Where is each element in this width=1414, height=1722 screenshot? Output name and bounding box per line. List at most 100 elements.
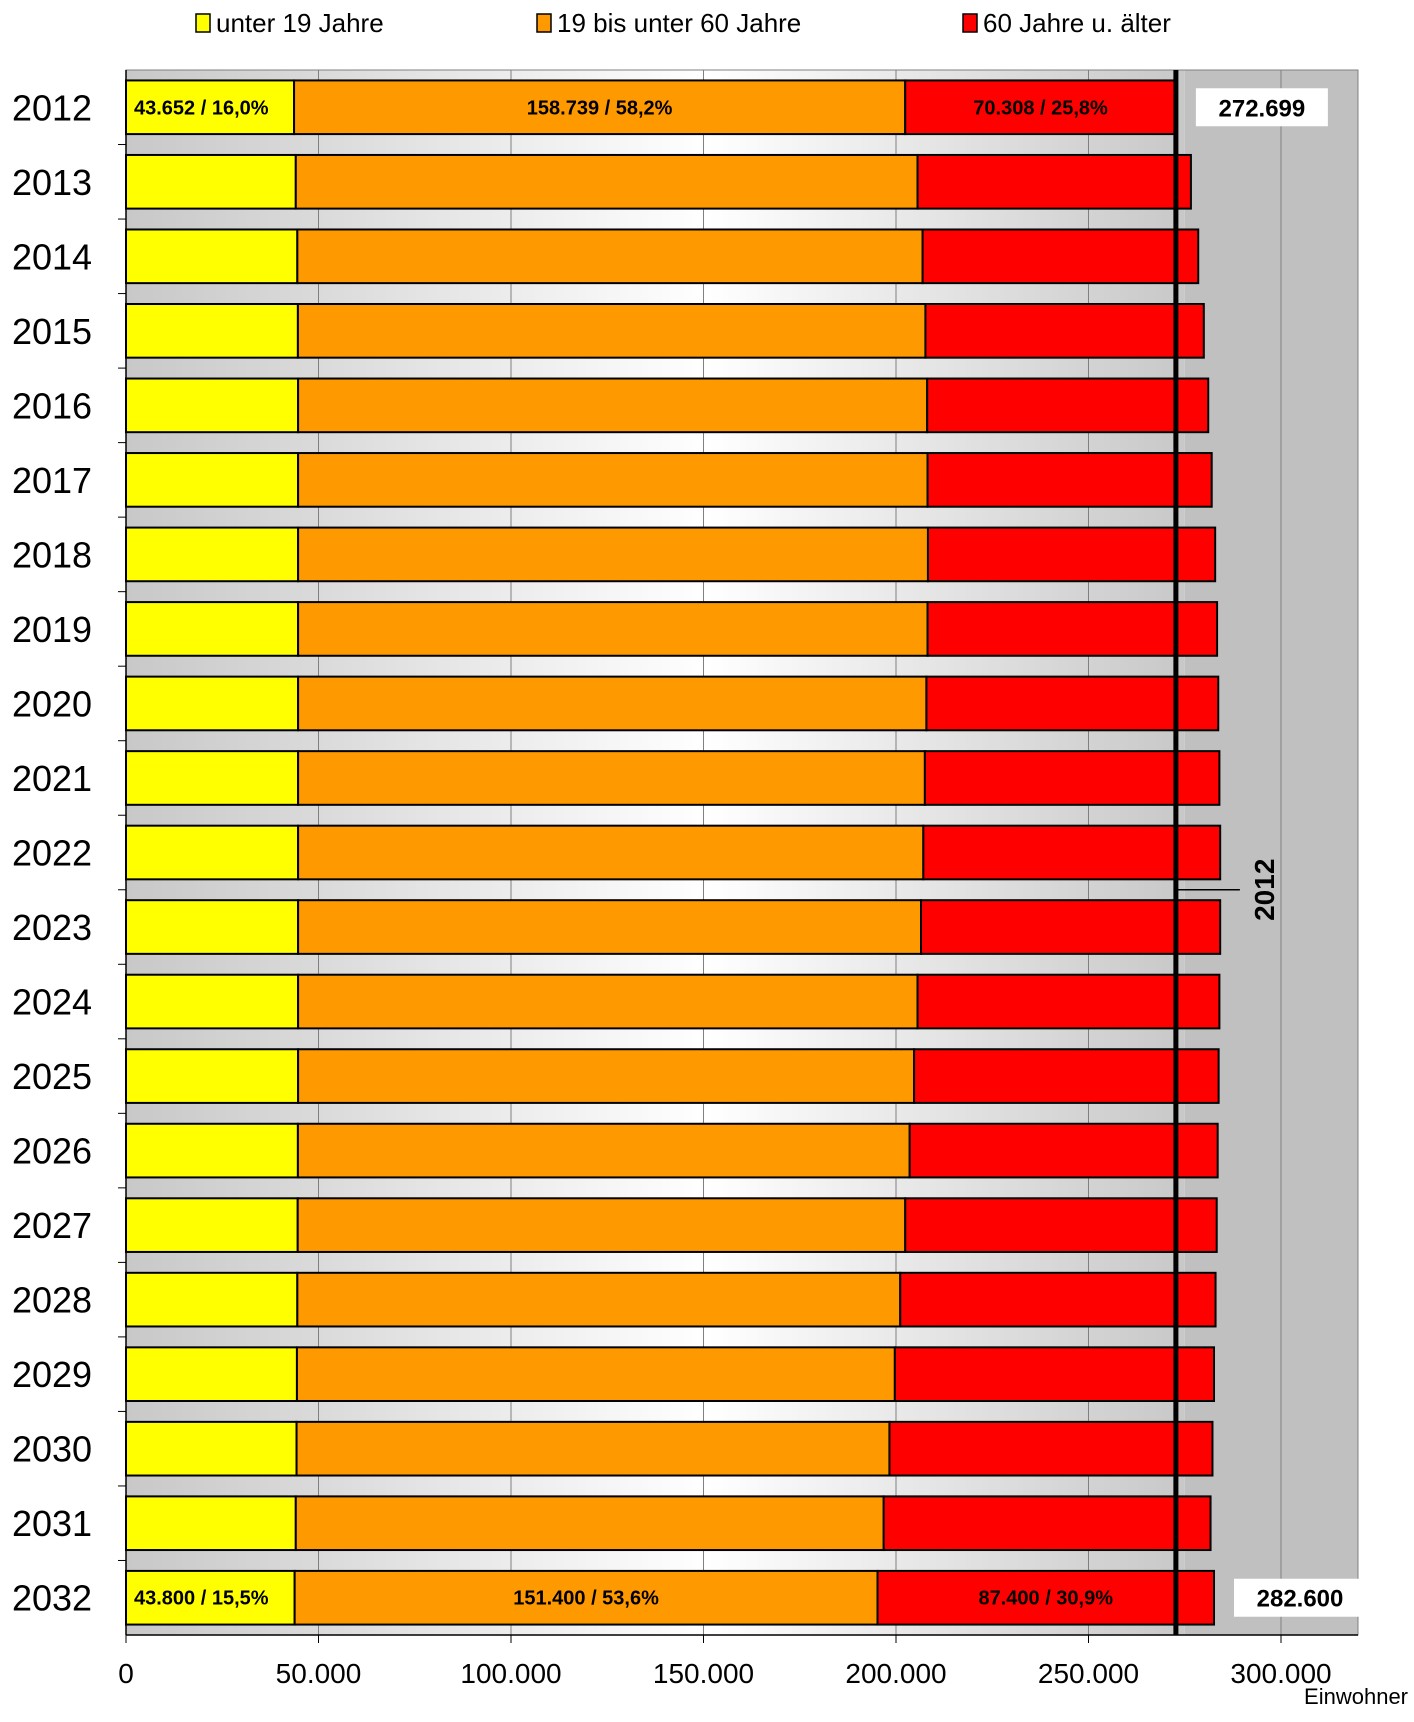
- total-label: 282.600: [1257, 1586, 1344, 1613]
- bar-segment: [297, 377, 929, 434]
- year-label: 2013: [12, 162, 92, 203]
- bar-segment: [876, 1569, 1216, 1626]
- bar-segment: [296, 1122, 911, 1179]
- segment-label: 43.800 / 15,5%: [134, 1588, 269, 1610]
- bar-segment: [125, 377, 300, 434]
- year-label: 2016: [12, 385, 92, 426]
- bar-segment: [926, 452, 1213, 508]
- bar-segment: [908, 1122, 1219, 1179]
- year-label: 2020: [12, 683, 92, 724]
- x-tick-label: 200.000: [845, 1658, 946, 1689]
- bar-segment: [125, 601, 300, 657]
- bar-segment: [125, 228, 299, 285]
- bar-segment: [888, 1420, 1214, 1477]
- x-tick-label: 150.000: [653, 1658, 754, 1689]
- bar-segment: [923, 750, 1221, 806]
- x-tick-label: 0: [118, 1658, 134, 1689]
- bar-segment: [125, 526, 300, 583]
- total-label-box: [1234, 1578, 1367, 1617]
- bar-segment: [297, 1048, 916, 1104]
- bar-segment: [296, 228, 924, 285]
- bar-segment: [125, 1122, 299, 1179]
- year-label: 2015: [12, 311, 92, 352]
- segment-label: 43.652 / 16,0%: [134, 97, 269, 119]
- bar-segment: [924, 303, 1205, 359]
- bar-segment: [297, 750, 926, 806]
- year-label: 2030: [12, 1429, 92, 1470]
- bar-segment: [916, 153, 1192, 210]
- legend-swatch: [536, 13, 552, 33]
- bar-segment: [899, 1271, 1217, 1328]
- bar-segment: [125, 1420, 298, 1477]
- bar-segment: [926, 377, 1210, 434]
- legend-swatch: [195, 13, 211, 33]
- bar-segment: [925, 675, 1220, 732]
- overlay: 272.699 282.600 2012: [1173, 70, 1367, 1635]
- bar-segment: [294, 1495, 885, 1552]
- bar-segment: [125, 153, 297, 210]
- year-label: 2025: [12, 1056, 92, 1097]
- year-label: 2027: [12, 1205, 92, 1246]
- bar-segment: [882, 1495, 1212, 1552]
- bar-segment: [297, 899, 923, 955]
- bar-segment: [125, 675, 300, 732]
- legend: unter 19 Jahre 19 bis unter 60 Jahre 60 Ja…: [195, 8, 1171, 38]
- year-label: 2021: [12, 758, 92, 799]
- segment-label: 158.739 / 58,2%: [527, 97, 673, 119]
- bar-segment: [920, 899, 1222, 955]
- x-axis-label: Einwohner: [1304, 1684, 1408, 1709]
- reference-line-label: 2012: [1249, 859, 1280, 921]
- bar-segment: [295, 1420, 891, 1477]
- bar-segment: [296, 1197, 907, 1253]
- bar-segment: [926, 526, 1217, 583]
- year-label: 2023: [12, 907, 92, 948]
- bar-segment: [125, 1569, 296, 1626]
- year-label: 2026: [12, 1131, 92, 1172]
- bar-segment: [125, 1271, 299, 1328]
- bar-segment: [297, 452, 929, 508]
- legend-label: unter 19 Jahre: [216, 8, 384, 38]
- legend-swatch: [962, 13, 978, 33]
- bar-segment: [297, 973, 919, 1030]
- year-label: 2028: [12, 1280, 92, 1321]
- bar-segment: [125, 1495, 297, 1552]
- x-tick-label: 300.000: [1230, 1658, 1331, 1689]
- legend-label: 19 bis unter 60 Jahre: [557, 8, 801, 38]
- x-tick-label: 50.000: [276, 1658, 362, 1689]
- bar-segment: [125, 973, 300, 1030]
- bar-segment: [297, 824, 925, 881]
- year-label: 2032: [12, 1578, 92, 1619]
- bar-segment: [926, 601, 1219, 657]
- bar-segment: [125, 899, 300, 955]
- bar-segment: [297, 526, 929, 583]
- bar-segment: [125, 1048, 300, 1104]
- bar-segment: [904, 79, 1177, 136]
- year-label: 2014: [12, 236, 92, 277]
- bar-segment: [125, 303, 299, 359]
- bar-segment: [913, 1048, 1220, 1104]
- bar-segment: [916, 973, 1221, 1030]
- year-label: 2012: [12, 87, 92, 128]
- year-label: 2017: [12, 460, 92, 501]
- year-label: 2031: [12, 1503, 92, 1544]
- bar-segment: [295, 1346, 896, 1402]
- axes: 2012 2013 2014 2015 2016 2017 2018 2019 2020 2021…: [12, 70, 1408, 1709]
- year-label: 2022: [12, 833, 92, 874]
- bar-segment: [893, 1346, 1216, 1402]
- bar-segment: [297, 675, 928, 732]
- total-label: 272.699: [1219, 95, 1306, 122]
- segment-label: 151.400 / 53,6%: [513, 1588, 659, 1610]
- bar-segment: [296, 1271, 902, 1328]
- bars: 43.652 / 16,0% 158.739 / 58,2% 70.308 / 25…: [125, 79, 1222, 1626]
- total-label-box: [1195, 88, 1328, 127]
- bar-segment: [125, 750, 300, 806]
- bar-segment: [296, 303, 927, 359]
- legend-label: 60 Jahre u. älter: [983, 8, 1171, 38]
- bar-segment: [293, 79, 907, 136]
- bar-segment: [297, 601, 929, 657]
- year-label: 2019: [12, 609, 92, 650]
- bar-segment: [125, 1197, 299, 1253]
- bar-segment: [125, 452, 300, 508]
- bar-segment: [921, 228, 1200, 285]
